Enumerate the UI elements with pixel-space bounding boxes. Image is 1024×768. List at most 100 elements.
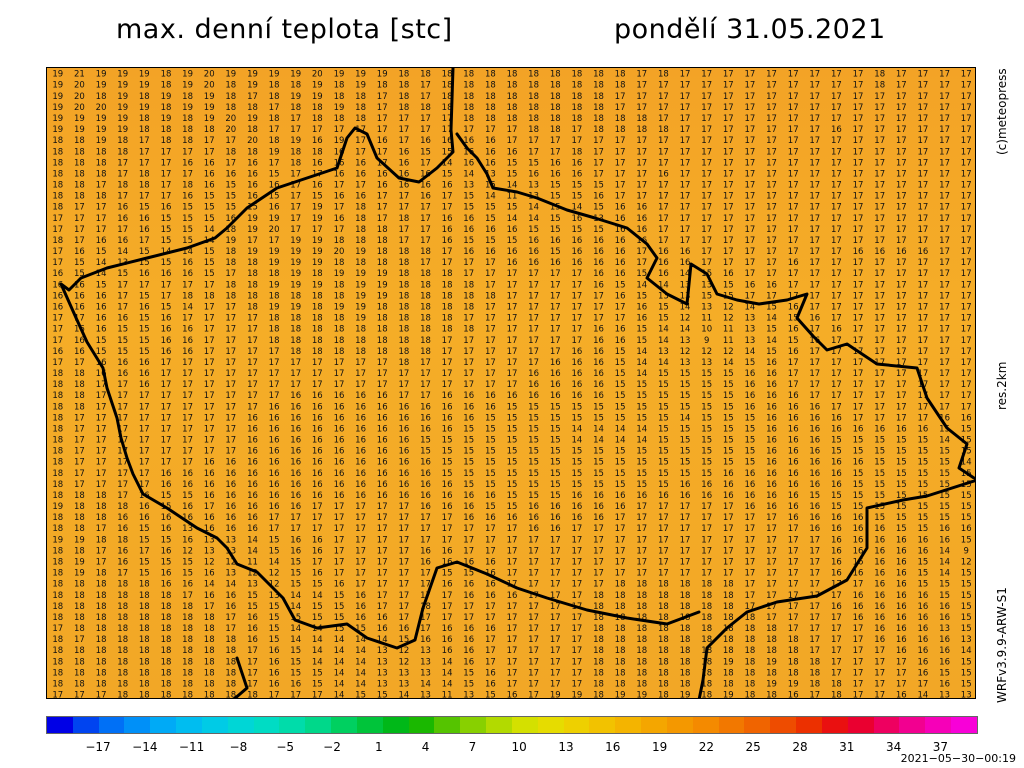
temperature-value: 17 — [615, 92, 626, 102]
temperature-value: 16 — [615, 325, 626, 335]
temperature-value: 17 — [809, 214, 820, 224]
temperature-value: 18 — [420, 602, 431, 612]
temperature-value: 18 — [117, 657, 128, 667]
temperature-value: 19 — [290, 303, 301, 313]
temperature-value: 16 — [744, 491, 755, 501]
temperature-value: 17 — [355, 502, 366, 512]
temperature-value: 18 — [139, 680, 150, 690]
temperature-value: 17 — [247, 347, 258, 357]
temperature-value: 18 — [96, 624, 107, 634]
temperature-value: 17 — [723, 535, 734, 545]
temperature-value: 17 — [896, 391, 907, 401]
temperature-value: 17 — [571, 303, 582, 313]
temperature-value: 18 — [117, 147, 128, 157]
temperature-value: 16 — [139, 502, 150, 512]
temperature-value: 15 — [334, 602, 345, 612]
temperature-value: 19 — [161, 114, 172, 124]
temperature-value: 18 — [355, 236, 366, 246]
temperature-value: 18 — [463, 280, 474, 290]
temperature-value: 16 — [247, 436, 258, 446]
temperature-value: 16 — [896, 546, 907, 556]
temperature-value: 18 — [398, 314, 409, 324]
temperature-value: 18 — [442, 81, 453, 91]
temperature-value: 16 — [269, 469, 280, 479]
temperature-value: 17 — [961, 347, 972, 357]
temperature-value: 19 — [204, 103, 215, 113]
temperature-value: 16 — [225, 524, 236, 534]
temperature-value: 16 — [247, 447, 258, 457]
temperature-value: 18 — [788, 657, 799, 667]
temperature-value: 17 — [788, 181, 799, 191]
temperature-value: 17 — [442, 247, 453, 257]
temperature-value: 17 — [355, 569, 366, 579]
temperature-value: 15 — [334, 591, 345, 601]
temperature-value: 17 — [874, 291, 885, 301]
temperature-value: 17 — [377, 203, 388, 213]
temperature-value: 16 — [723, 480, 734, 490]
temperature-value: 17 — [204, 425, 215, 435]
temperature-value: 17 — [853, 103, 864, 113]
temperature-value: 17 — [96, 524, 107, 534]
temperature-value: 17 — [571, 613, 582, 623]
colorbar-segment — [72, 717, 99, 733]
temperature-value: 17 — [377, 358, 388, 368]
temperature-value: 17 — [269, 380, 280, 390]
temperature-value-grid: 19 21 19 19 19 18 19 20 19 19 19 19 20 19 19 19 18 18 18 18… — [52, 70, 972, 699]
temperature-value: 15 — [766, 347, 777, 357]
temperature-value: 17 — [658, 502, 669, 512]
temperature-value: 18 — [52, 558, 63, 568]
temperature-value: 20 — [334, 247, 345, 257]
temperature-value: 13 — [225, 535, 236, 545]
temperature-value: 18 — [139, 580, 150, 590]
temperature-value: 16 — [507, 513, 518, 523]
temperature-value: 17 — [939, 214, 950, 224]
temperature-value: 17 — [809, 347, 820, 357]
temperature-value: 15 — [269, 546, 280, 556]
temperature-value: 15 — [853, 436, 864, 446]
temperature-value: 15 — [182, 569, 193, 579]
temperature-value: 18 — [52, 646, 63, 656]
temperature-value: 16 — [788, 447, 799, 457]
temperature-value: 17 — [788, 546, 799, 556]
temperature-value: 18 — [507, 103, 518, 113]
temperature-value: 20 — [312, 70, 323, 80]
temperature-value: 16 — [593, 258, 604, 268]
temperature-value: 17 — [853, 358, 864, 368]
temperature-value: 17 — [744, 92, 755, 102]
temperature-value: 18 — [269, 336, 280, 346]
temperature-value: 14 — [766, 336, 777, 346]
temperature-value: 17 — [874, 203, 885, 213]
model-label: WRFv3.9.9-ARW-S1 — [995, 587, 1009, 703]
temperature-value: 17 — [853, 125, 864, 135]
temperature-value: 17 — [723, 524, 734, 534]
temperature-value: 17 — [74, 425, 85, 435]
temperature-value: 17 — [939, 81, 950, 91]
temperature-value: 15 — [636, 469, 647, 479]
temperature-value: 17 — [680, 114, 691, 124]
temperature-value: 17 — [571, 291, 582, 301]
temperature-value: 16 — [442, 413, 453, 423]
temperature-value: 15 — [658, 303, 669, 313]
temperature-value: 15 — [961, 513, 972, 523]
temperature-value: 18 — [485, 81, 496, 91]
temperature-value: 17 — [52, 325, 63, 335]
temperature-value: 16 — [290, 458, 301, 468]
temperature-value: 17 — [139, 425, 150, 435]
temperature-value: 16 — [766, 413, 777, 423]
temperature-value: 17 — [809, 125, 820, 135]
temperature-value: 19 — [312, 258, 323, 268]
temperature-value: 15 — [853, 469, 864, 479]
temperature-value: 15 — [593, 203, 604, 213]
temperature-value: 15 — [917, 580, 928, 590]
temperature-value: 17 — [701, 158, 712, 168]
temperature-value: 18 — [204, 691, 215, 699]
colorbar-segment — [279, 717, 306, 733]
temperature-value: 16 — [593, 325, 604, 335]
temperature-value: 17 — [225, 402, 236, 412]
temperature-value: 17 — [831, 192, 842, 202]
temperature-value: 18 — [52, 668, 63, 678]
temperature-value: 17 — [680, 70, 691, 80]
temperature-value: 17 — [809, 613, 820, 623]
temperature-value: 18 — [485, 92, 496, 102]
temperature-value: 16 — [788, 425, 799, 435]
